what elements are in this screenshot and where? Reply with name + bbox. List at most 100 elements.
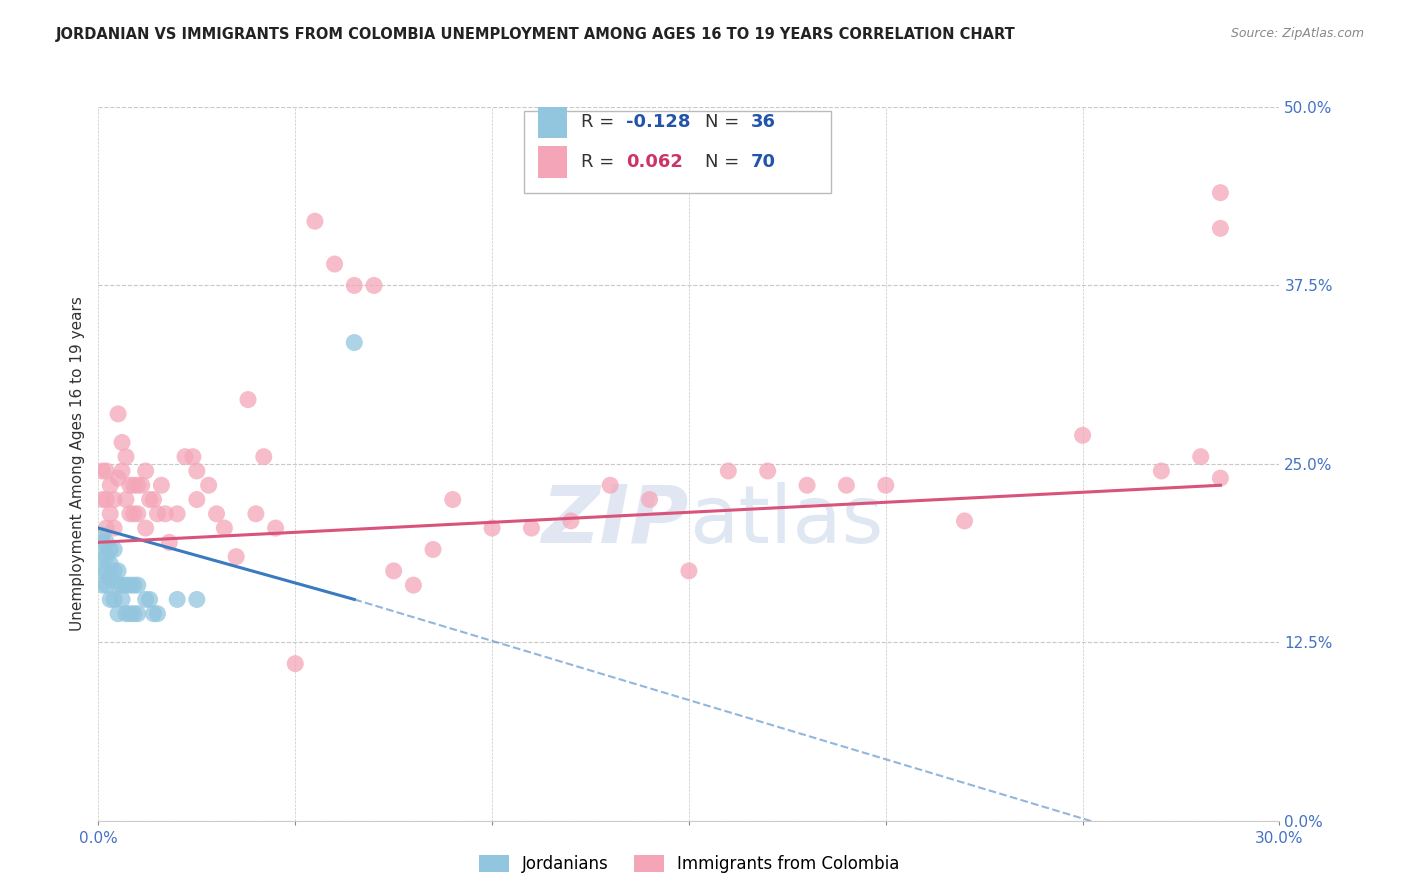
Point <box>103 592 125 607</box>
Point <box>115 492 138 507</box>
Point <box>135 464 157 478</box>
Point <box>96 564 118 578</box>
Point <box>363 278 385 293</box>
Point <box>146 607 169 621</box>
Point <box>122 578 145 592</box>
Point <box>91 564 114 578</box>
Text: R =: R = <box>582 153 620 171</box>
Point <box>142 607 165 621</box>
Point <box>111 578 134 592</box>
Point <box>115 578 138 592</box>
Point <box>91 578 114 592</box>
Bar <box>537 146 567 178</box>
Point <box>835 478 858 492</box>
Point <box>382 564 405 578</box>
Point <box>166 592 188 607</box>
Point <box>107 407 129 421</box>
Point <box>953 514 976 528</box>
Point <box>197 478 219 492</box>
Point <box>304 214 326 228</box>
Legend: Jordanians, Immigrants from Colombia: Jordanians, Immigrants from Colombia <box>472 848 905 880</box>
Point <box>214 521 236 535</box>
Point <box>135 592 157 607</box>
Point <box>1209 471 1232 485</box>
Point <box>98 571 121 585</box>
Point <box>98 592 121 607</box>
Point <box>225 549 247 564</box>
Point <box>599 478 621 492</box>
Bar <box>537 105 567 137</box>
Point <box>103 492 125 507</box>
Point <box>264 521 287 535</box>
Point <box>157 535 180 549</box>
Point <box>98 542 121 557</box>
Point <box>103 542 125 557</box>
Text: -0.128: -0.128 <box>626 112 690 130</box>
Point <box>441 492 464 507</box>
Point <box>1189 450 1212 464</box>
Point <box>245 507 267 521</box>
Point <box>127 507 149 521</box>
Point <box>127 578 149 592</box>
Text: 0.062: 0.062 <box>626 153 683 171</box>
Point <box>127 607 149 621</box>
Point <box>343 335 366 350</box>
Point <box>107 471 129 485</box>
Point <box>118 478 141 492</box>
Point <box>135 521 157 535</box>
Point <box>103 564 125 578</box>
Point <box>186 464 208 478</box>
Point <box>1071 428 1094 442</box>
Point <box>91 528 114 542</box>
Point <box>91 464 114 478</box>
Text: atlas: atlas <box>689 482 883 560</box>
Point <box>875 478 897 492</box>
Point <box>138 592 160 607</box>
Point <box>253 450 276 464</box>
Text: 36: 36 <box>751 112 775 130</box>
Point <box>186 492 208 507</box>
Point <box>146 507 169 521</box>
Point <box>127 478 149 492</box>
Point <box>560 514 582 528</box>
Point <box>111 464 134 478</box>
Point <box>107 564 129 578</box>
Point <box>122 507 145 521</box>
Point <box>796 478 818 492</box>
Point <box>131 478 153 492</box>
Point <box>520 521 543 535</box>
Point <box>181 450 204 464</box>
Text: N =: N = <box>706 112 745 130</box>
Point <box>98 557 121 571</box>
Point <box>122 478 145 492</box>
Point <box>103 521 125 535</box>
Point <box>1209 186 1232 200</box>
Point <box>205 507 228 521</box>
Point <box>186 592 208 607</box>
Point <box>118 507 141 521</box>
Point <box>111 435 134 450</box>
Point <box>91 492 114 507</box>
Point <box>638 492 661 507</box>
Point <box>422 542 444 557</box>
Point <box>236 392 259 407</box>
Text: N =: N = <box>706 153 745 171</box>
Point <box>118 607 141 621</box>
Point <box>107 607 129 621</box>
Point <box>91 549 114 564</box>
Text: 0.0%: 0.0% <box>79 831 118 846</box>
Point <box>402 578 425 592</box>
Point <box>155 507 177 521</box>
Point <box>115 607 138 621</box>
Point <box>174 450 197 464</box>
Point <box>115 450 138 464</box>
Text: R =: R = <box>582 112 620 130</box>
Text: 70: 70 <box>751 153 775 171</box>
Point <box>284 657 307 671</box>
Point <box>343 278 366 293</box>
Point <box>717 464 740 478</box>
Text: ZIP: ZIP <box>541 482 689 560</box>
Text: JORDANIAN VS IMMIGRANTS FROM COLOMBIA UNEMPLOYMENT AMONG AGES 16 TO 19 YEARS COR: JORDANIAN VS IMMIGRANTS FROM COLOMBIA UN… <box>56 27 1017 42</box>
Point <box>96 521 118 535</box>
Point <box>96 464 118 478</box>
